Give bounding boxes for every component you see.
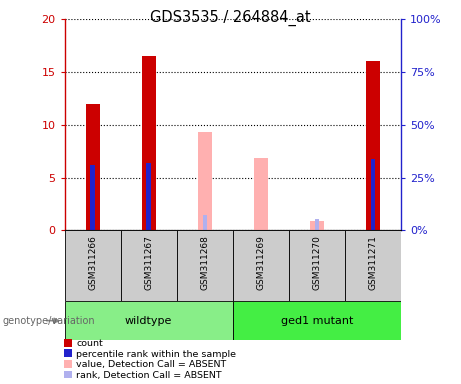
Bar — [90, 165, 95, 230]
Text: genotype/variation: genotype/variation — [2, 316, 95, 326]
FancyBboxPatch shape — [65, 230, 121, 301]
Text: GSM311266: GSM311266 — [88, 235, 97, 290]
Text: GSM311270: GSM311270 — [313, 235, 321, 290]
Text: GSM311271: GSM311271 — [368, 235, 378, 290]
Legend: count, percentile rank within the sample, value, Detection Call = ABSENT, rank, : count, percentile rank within the sample… — [60, 335, 240, 384]
FancyBboxPatch shape — [65, 301, 233, 340]
Bar — [198, 132, 212, 230]
Bar — [315, 219, 319, 230]
Text: ged1 mutant: ged1 mutant — [281, 316, 353, 326]
Text: GSM311269: GSM311269 — [256, 235, 266, 290]
FancyBboxPatch shape — [233, 230, 289, 301]
FancyBboxPatch shape — [345, 230, 401, 301]
Bar — [202, 215, 207, 230]
Bar — [147, 163, 151, 230]
Text: GSM311267: GSM311267 — [144, 235, 153, 290]
Text: wildtype: wildtype — [125, 316, 172, 326]
Bar — [371, 159, 375, 230]
Bar — [310, 221, 324, 230]
FancyBboxPatch shape — [233, 301, 401, 340]
FancyBboxPatch shape — [289, 230, 345, 301]
Bar — [366, 61, 380, 230]
FancyBboxPatch shape — [121, 230, 177, 301]
Bar — [142, 56, 156, 230]
Bar — [86, 104, 100, 230]
FancyBboxPatch shape — [177, 230, 233, 301]
Text: GDS3535 / 264884_at: GDS3535 / 264884_at — [150, 10, 311, 26]
Text: GSM311268: GSM311268 — [200, 235, 209, 290]
Bar — [254, 157, 268, 230]
